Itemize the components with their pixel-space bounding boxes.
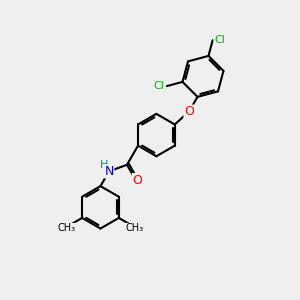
Text: O: O [132, 174, 142, 187]
Text: H: H [100, 160, 108, 170]
Text: CH₃: CH₃ [58, 224, 76, 233]
Text: N: N [104, 165, 114, 178]
Text: CH₃: CH₃ [125, 224, 143, 233]
Text: O: O [184, 105, 194, 118]
Text: Cl: Cl [214, 35, 225, 45]
Text: Cl: Cl [154, 81, 164, 91]
